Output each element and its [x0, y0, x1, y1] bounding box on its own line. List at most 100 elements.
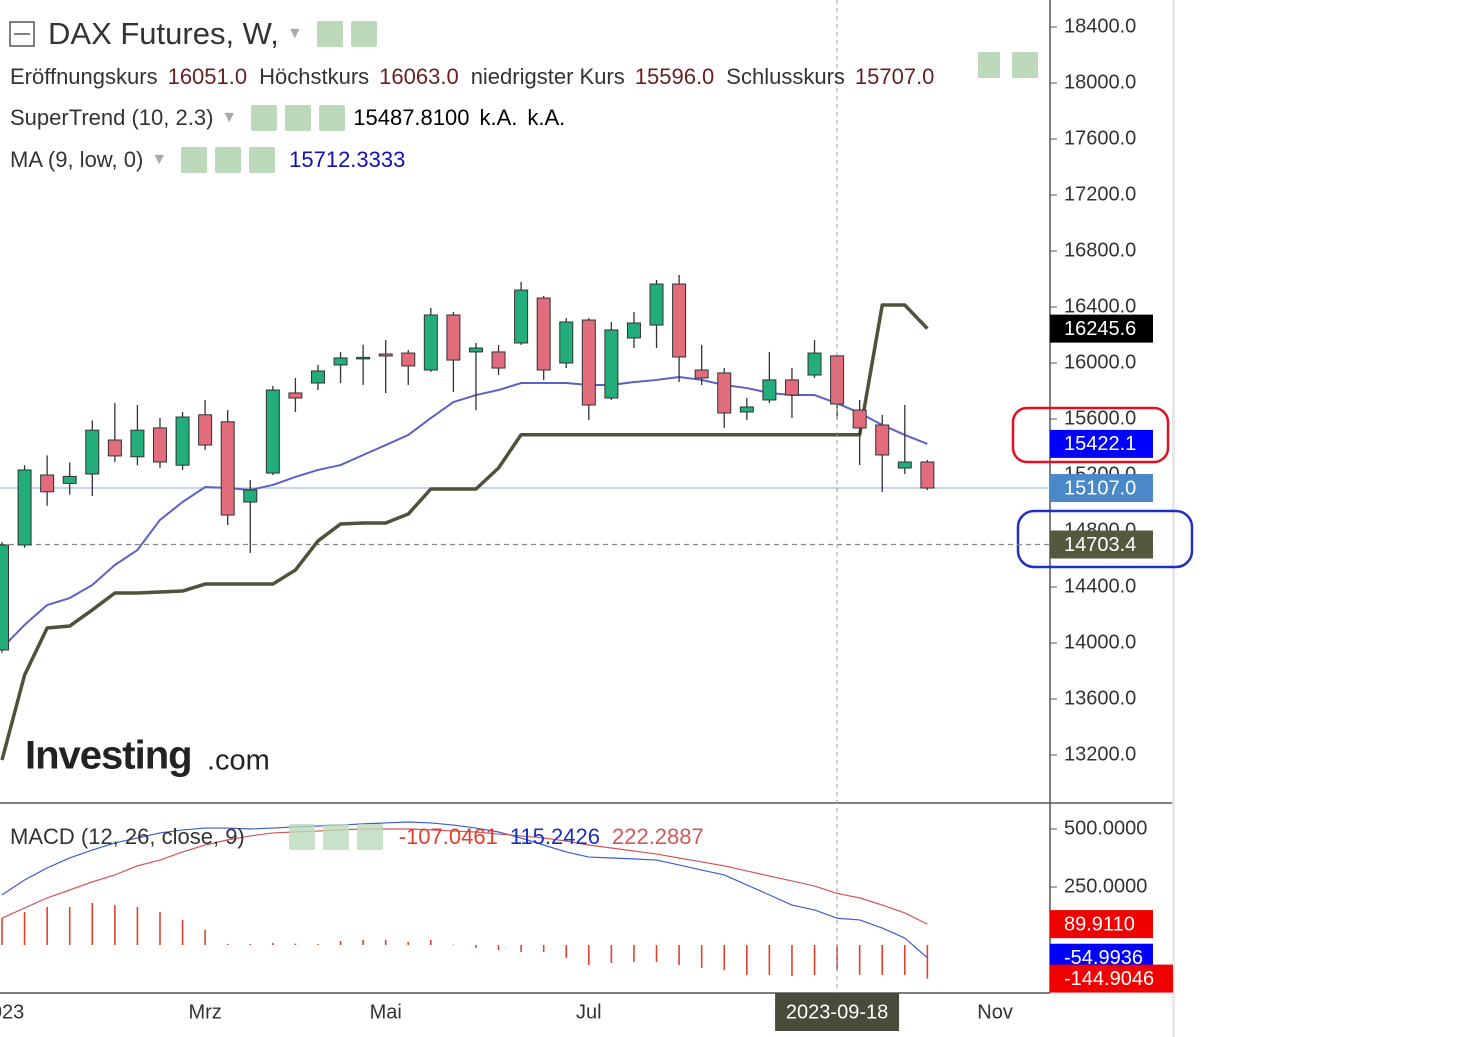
candle-body — [423, 314, 438, 371]
candle-body — [514, 289, 529, 344]
price-label-bg — [1050, 964, 1173, 993]
y-tick-label: 15600.0 — [1064, 407, 1136, 429]
candle-body — [694, 369, 709, 379]
icon[interactable] — [215, 147, 242, 173]
x-tick-label: 2023-09-18 — [786, 1001, 888, 1023]
candle-body — [807, 352, 822, 376]
candle-body — [0, 544, 9, 651]
y-tick-label: 500.0000 — [1064, 817, 1147, 839]
icon[interactable] — [249, 147, 276, 173]
legend-value: 15712.3333 — [289, 147, 406, 172]
legend-label: Eröffnungskurs — [10, 64, 158, 89]
watermark: Investing — [25, 734, 192, 778]
scroll-icon[interactable] — [978, 52, 1000, 78]
candle-body — [243, 489, 258, 503]
legend-label: niedrigster Kurs — [470, 64, 625, 89]
legend-value: k.A. — [527, 105, 566, 130]
y-tick-label: 16400.0 — [1064, 295, 1136, 317]
legend-label: Schlusskurs — [726, 64, 845, 89]
icon[interactable] — [251, 105, 278, 131]
icon[interactable] — [322, 824, 349, 850]
price-label-bg — [1050, 530, 1153, 559]
series-line — [1, 821, 928, 959]
y-tick-label: 250.0000 — [1064, 875, 1147, 897]
dropdown[interactable]: ▼ — [221, 109, 238, 126]
legend-value: 16063.0 — [379, 64, 459, 89]
crosshair-label-bg — [775, 993, 900, 1031]
candle-body — [762, 379, 777, 401]
price-label-bg — [1050, 910, 1153, 939]
candle-body — [739, 406, 754, 413]
candle-body — [17, 469, 32, 546]
icon[interactable] — [285, 105, 312, 131]
price-label-bg — [1050, 474, 1153, 503]
price-label: 14703.4 — [1064, 534, 1136, 556]
legend-value: 15707.0 — [854, 64, 935, 89]
candle-body — [491, 351, 506, 369]
y-tick-label: 13200.0 — [1064, 743, 1136, 765]
price-pane — [0, 274, 1050, 761]
scroll-icon[interactable] — [1012, 52, 1038, 78]
candle-body — [378, 353, 393, 357]
dropdown[interactable]: ▼ — [286, 25, 303, 42]
price-label: 15422.1 — [1064, 433, 1136, 455]
candle-body — [198, 414, 213, 446]
candle-body — [604, 329, 619, 399]
y-tick-label: 14400.0 — [1064, 575, 1136, 597]
candle-body — [310, 370, 325, 384]
highlight-ellipse — [1011, 406, 1170, 464]
candle-body — [356, 356, 371, 360]
candle-body — [468, 347, 483, 353]
ma-legend: MA (9, low, 0) ▼ 15712.3333 — [10, 147, 415, 173]
price-label: -144.9046 — [1064, 968, 1154, 990]
candle-body — [401, 352, 416, 367]
candle-body — [581, 319, 596, 406]
icon[interactable] — [350, 21, 377, 47]
candle-body — [920, 461, 935, 489]
candle-body — [85, 429, 100, 475]
highlight-ellipse — [1016, 509, 1194, 569]
candle-body — [897, 461, 912, 469]
candle-body — [175, 416, 190, 466]
candle-body — [40, 474, 55, 493]
supertrend-legend: SuperTrend (10, 2.3) ▼ 15487.8100 k.A. k.… — [10, 105, 575, 131]
macd-pane — [1, 821, 929, 979]
price-label-bg — [1050, 314, 1153, 343]
candle-body — [852, 409, 867, 429]
legend-value: k.A. — [479, 105, 518, 130]
legend-label: MACD (12, 26, close, 9) — [10, 824, 245, 849]
candle-body — [875, 424, 890, 456]
x-tick-label: Jul — [576, 1001, 602, 1023]
candle-body — [649, 283, 664, 326]
icon[interactable] — [319, 105, 346, 131]
y-tick-label: 17600.0 — [1064, 127, 1136, 149]
price-label: -54.9936 — [1064, 947, 1143, 969]
icon[interactable] — [316, 21, 343, 47]
icon[interactable] — [356, 824, 383, 850]
legend-value: 15487.8100 — [353, 105, 470, 130]
icon[interactable] — [181, 147, 208, 173]
candle-body — [559, 321, 574, 364]
price-label: 89.9110 — [1064, 913, 1135, 935]
x-tick-label: 2023 — [0, 1001, 24, 1023]
candle-body — [536, 297, 551, 371]
candle-body — [62, 475, 77, 484]
x-tick-label: Mrz — [188, 1001, 221, 1023]
series-line — [0, 303, 929, 761]
legend-value: 222.2887 — [611, 824, 704, 849]
candle-body — [626, 322, 641, 339]
legend-title-row: DAX Futures, W, ▼ — [48, 16, 385, 52]
legend-value: -107.0461 — [398, 824, 498, 849]
macd-legend: MACD (12, 26, close, 9) -107.0461 115.242… — [10, 824, 704, 850]
candle-body — [672, 283, 687, 358]
y-tick-label: 18400.0 — [1064, 15, 1136, 37]
legend-value: 16051.0 — [167, 64, 248, 89]
x-tick-label: Nov — [977, 1001, 1013, 1023]
price-label-bg — [1050, 429, 1153, 458]
candle-body — [717, 372, 732, 414]
dropdown[interactable]: ▼ — [151, 151, 168, 168]
icon[interactable] — [288, 824, 315, 850]
collapse-icon[interactable] — [9, 21, 35, 47]
y-tick-label: 16800.0 — [1064, 239, 1136, 261]
